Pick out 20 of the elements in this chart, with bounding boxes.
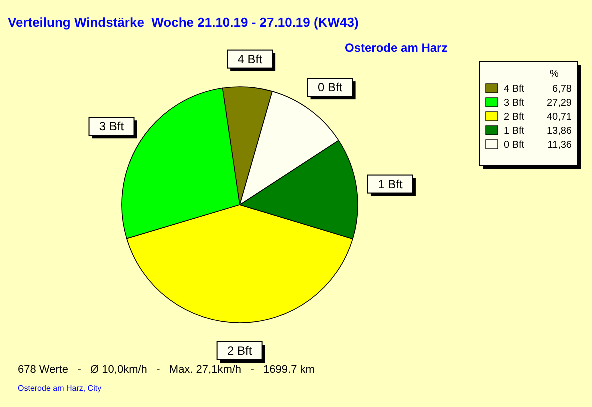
legend-label: 0 Bft <box>504 140 525 151</box>
slice-label: 0 Bft <box>318 80 344 95</box>
slice-label: 3 Bft <box>99 120 125 134</box>
slice-label: 1 Bft <box>378 177 404 192</box>
legend-label: 3 Bft <box>504 98 525 109</box>
slice-label: 4 Bft <box>238 52 264 66</box>
text: Osterode am Harz, City <box>18 384 102 393</box>
legend-label: 2 Bft <box>504 112 525 123</box>
legend-title: % <box>550 69 559 80</box>
legend-label: 1 Bft <box>504 126 525 137</box>
chart-title: Verteilung Windstärke Woche 21.10.19 - 27.10.19 (KW43) <box>8 15 359 30</box>
data-label: 6,78 <box>552 84 572 95</box>
data-label: 27,29 <box>546 98 572 109</box>
chart-subtitle: Osterode am Harz <box>345 41 448 55</box>
data-label: 11,36 <box>548 140 572 151</box>
data-label: 13,86 <box>546 126 572 137</box>
text: 678 Werte - Ø 10,0km/h - Max. 27,1km/h - 1699.7 km <box>18 364 315 376</box>
data-label: 40,71 <box>546 112 572 123</box>
slice-label: 2 Bft <box>227 344 253 358</box>
legend-label: 4 Bft <box>504 84 525 95</box>
